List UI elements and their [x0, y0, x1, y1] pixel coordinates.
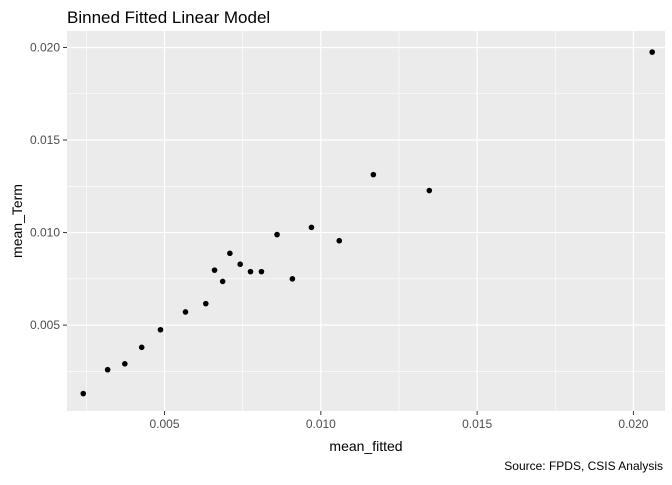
- y-axis-ticks: 0.005 0.010 0.015 0.020: [30, 40, 67, 332]
- x-tick-label: 0.005: [150, 417, 180, 431]
- chart-title: Binned Fitted Linear Model: [67, 8, 270, 27]
- data-point: [80, 390, 87, 397]
- plot-panel: [67, 31, 665, 411]
- minor-gridlines: [67, 31, 665, 411]
- data-point: [182, 309, 189, 315]
- data-point: [138, 344, 145, 351]
- data-point: [649, 49, 655, 55]
- data-point: [157, 326, 164, 333]
- data-point: [336, 237, 343, 244]
- y-tick-label: 0.010: [30, 226, 60, 240]
- data-point: [219, 278, 226, 285]
- x-tick-label: 0.015: [462, 417, 492, 431]
- data-points: [80, 49, 655, 397]
- data-point: [122, 361, 128, 367]
- data-point: [211, 267, 218, 273]
- major-gridlines: [67, 31, 665, 411]
- y-tick-label: 0.005: [30, 318, 60, 332]
- data-point: [227, 250, 233, 257]
- y-tick-label: 0.020: [30, 40, 60, 54]
- data-point: [289, 276, 296, 282]
- data-point: [274, 231, 280, 238]
- x-axis-ticks: 0.005 0.010 0.015 0.020: [150, 411, 649, 431]
- data-point: [202, 300, 209, 307]
- x-tick-label: 0.020: [618, 417, 648, 431]
- data-point: [426, 187, 433, 194]
- data-point: [308, 224, 315, 231]
- chart-caption: Source: FPDS, CSIS Analysis: [504, 459, 663, 473]
- data-point: [258, 268, 265, 275]
- data-point: [370, 171, 377, 178]
- y-tick-label: 0.015: [30, 133, 60, 147]
- x-tick-label: 0.010: [306, 417, 336, 431]
- data-point: [247, 268, 254, 275]
- x-axis-label: mean_fitted: [329, 438, 402, 454]
- y-axis-label: mean_Term: [9, 184, 25, 258]
- data-point: [104, 366, 111, 373]
- data-point: [237, 261, 243, 268]
